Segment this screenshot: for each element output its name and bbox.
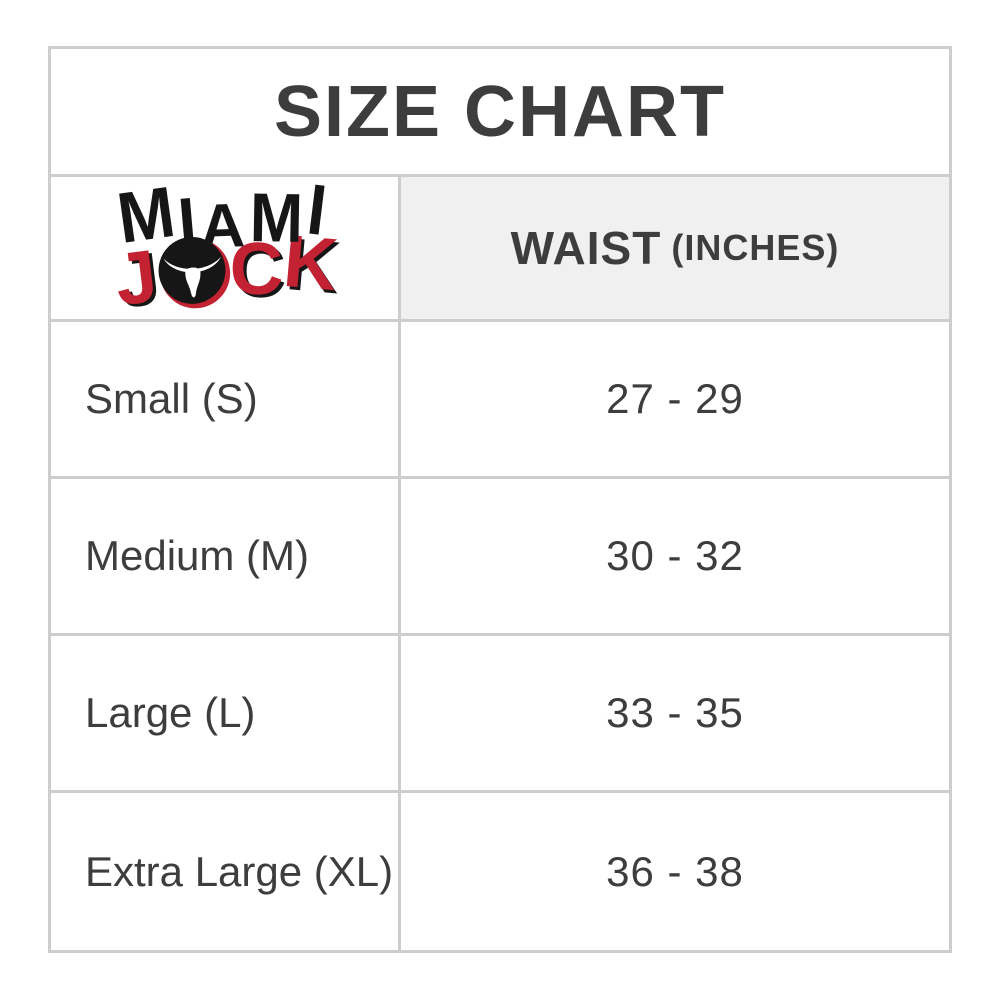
waist-range-small: 27 - 29 [401,322,949,479]
size-label-extra-large: Extra Large (XL) [51,793,401,950]
waist-range-medium: 30 - 32 [401,479,949,636]
waist-range-large: 33 - 35 [401,636,949,793]
waist-header-cell: WAIST (INCHES) [401,177,949,322]
brand-logo-cell: MIAMI J CK [51,168,401,322]
jockstrap-icon [158,236,230,309]
logo-word-miami: MIAMI [112,168,334,262]
logo-word-jock: J CK [99,219,352,321]
waist-header-unit: (INCHES) [671,227,840,268]
size-label-large: Large (L) [51,636,401,793]
miami-jock-logo: MIAMI J CK [97,168,352,321]
waist-range-extra-large: 36 - 38 [606,847,744,895]
size-chart-table: SIZE CHART MIAMI J CK WAIST (INCHES) Sma [48,46,952,953]
size-label-medium: Medium (M) [51,479,401,636]
size-label-small: Small (S) [51,322,401,479]
page-title: SIZE CHART [51,49,949,177]
waist-header-label: WAIST [510,222,662,274]
